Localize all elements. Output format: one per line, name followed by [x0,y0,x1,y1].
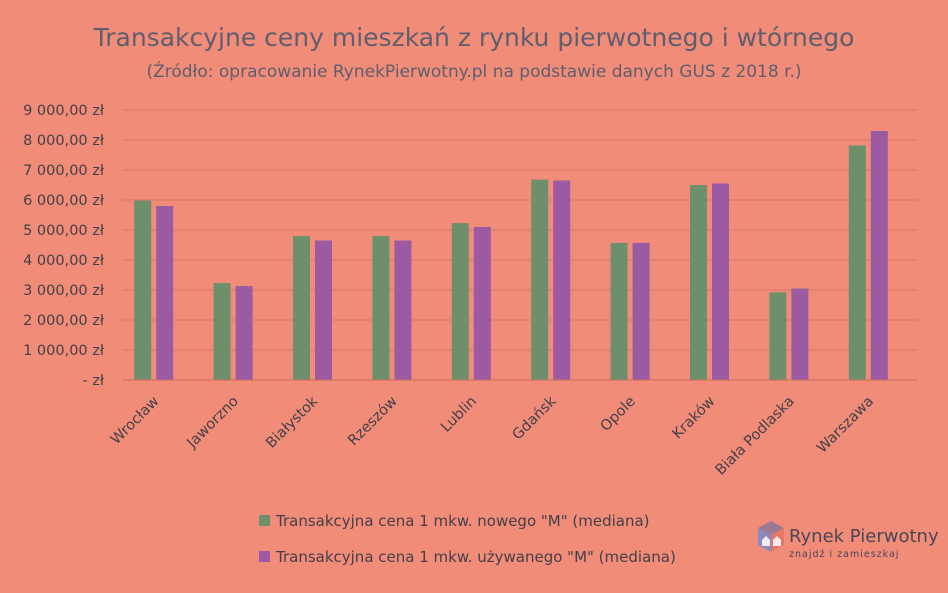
x-category-label: Wrocław [108,393,163,448]
x-category-label: Biała Podlaska [713,394,798,479]
bars [134,131,888,380]
bar-new [769,292,787,380]
legend-label-used: Transakcyjna cena 1 mkw. używanego "M" (… [275,548,676,566]
logo-cube-icon [758,521,784,552]
y-tick-label: 3 000,00 zł [23,283,105,299]
y-tick-label: 8 000,00 zł [23,133,105,149]
legend-swatch-new [259,515,270,526]
bar-used [712,183,729,380]
x-category-label: Opole [598,393,639,434]
bar-new [293,236,310,380]
bar-new [848,145,866,380]
legend-label-new: Transakcyjna cena 1 mkw. nowego "M" (med… [275,512,650,530]
y-tick-label: 1 000,00 zł [23,343,105,359]
logo: Rynek Pierwotny znajdź i zamieszkaj [758,521,939,560]
y-tick-label: 9 000,00 zł [23,103,105,119]
legend: Transakcyjna cena 1 mkw. nowego "M" (med… [259,512,676,566]
chart-subtitle: (Źródło: opracowanie RynekPierwotny.pl n… [146,60,801,82]
gridlines [123,109,917,351]
chart-title: Transakcyjne ceny mieszkań z rynku pierw… [93,23,855,52]
x-category-label: Lublin [438,394,480,436]
bar-used [791,288,809,380]
y-tick-label: 7 000,00 zł [23,163,105,179]
bar-new [451,223,469,380]
y-axis-ticks: - zł 1 000,00 zł 2 000,00 zł 3 000,00 zł 4 0… [23,103,105,389]
bar-used [632,242,650,380]
x-category-label: Kraków [670,393,719,442]
legend-swatch-used [259,551,270,562]
bar-new [372,236,390,380]
logo-tagline: znajdź i zamieszkaj [789,549,899,560]
bar-used [156,206,174,380]
bar-used [315,240,332,380]
bar-used [473,227,491,380]
bar-new [610,242,628,380]
x-category-label: Warszawa [814,394,877,457]
bar-new [134,200,152,380]
logo-name: Rynek Pierwotny [789,526,939,547]
y-tick-label: 4 000,00 zł [23,253,105,269]
bar-new [531,179,549,380]
bar-used [870,131,888,380]
y-tick-label: 6 000,00 zł [23,193,105,209]
y-tick-label: - zł [82,373,104,389]
x-category-label: Jaworzno [184,393,242,451]
bar-new [690,185,707,380]
bar-used [235,286,253,380]
bar-new [213,283,231,380]
x-category-label: Białystok [263,393,321,451]
x-axis-categories: Wrocław Jaworzno Białystok Rzeszów Lublin Gda… [108,393,877,478]
bar-used [553,180,571,380]
x-category-label: Rzeszów [345,393,401,449]
y-tick-label: 2 000,00 zł [23,313,105,329]
y-tick-label: 5 000,00 zł [23,223,105,239]
x-category-label: Gdańsk [510,393,560,443]
bar-used [394,240,412,380]
